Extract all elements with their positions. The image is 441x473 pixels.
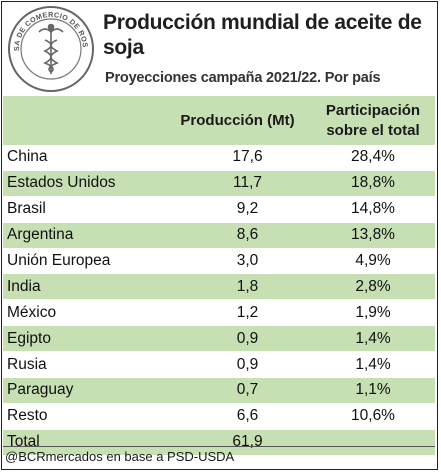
column-header-production: Producción (Mt) xyxy=(180,111,295,129)
caduceus-icon xyxy=(38,23,64,74)
country-cell: China xyxy=(3,145,164,171)
share-cell: 13,8% xyxy=(311,222,435,249)
country-cell: México xyxy=(3,299,164,327)
total-production: 61,9 xyxy=(164,428,311,456)
share-cell: 2,8% xyxy=(311,273,435,301)
country-cell: Egipto xyxy=(3,325,164,353)
share-cell: 1,4% xyxy=(311,351,435,379)
production-cell: 1,8 xyxy=(164,273,311,301)
table-row: México 1,2 1,9% xyxy=(3,299,435,327)
table-row: Unión Europea 3,0 4,9% xyxy=(3,248,435,275)
page-title: Producción mundial de aceite de soja xyxy=(103,11,422,59)
production-cell: 9,2 xyxy=(164,196,311,223)
share-cell: 18,8% xyxy=(311,170,435,197)
table-row: Argentina 8,6 13,8% xyxy=(3,222,435,249)
production-cell: 17,6 xyxy=(164,145,311,171)
country-cell: Paraguay xyxy=(3,377,164,404)
share-cell: 14,8% xyxy=(311,196,435,223)
table-row: Paraguay 0,7 1,1% xyxy=(3,377,435,404)
table-row: China 17,6 28,4% xyxy=(3,145,435,171)
country-cell: Rusia xyxy=(3,351,164,379)
table-row: Rusia 0,9 1,4% xyxy=(3,351,435,379)
table-row: Resto 6,6 10,6% xyxy=(3,403,435,430)
column-header-share: Participación sobre el total xyxy=(325,101,421,139)
production-cell: 1,2 xyxy=(164,299,311,327)
share-cell: 10,6% xyxy=(311,403,435,430)
production-cell: 0,9 xyxy=(164,325,311,353)
total-share xyxy=(311,428,435,456)
footer-divider xyxy=(3,446,435,447)
production-cell: 0,9 xyxy=(164,351,311,379)
total-label: Total xyxy=(3,428,164,456)
column-header-country xyxy=(3,96,164,145)
production-cell: 0,7 xyxy=(164,377,311,404)
share-cell: 4,9% xyxy=(311,248,435,275)
production-cell: 3,0 xyxy=(164,248,311,275)
production-cell: 6,6 xyxy=(164,403,311,430)
country-cell: Argentina xyxy=(3,222,164,249)
share-cell: 1,4% xyxy=(311,325,435,353)
table-row: Brasil 9,2 14,8% xyxy=(3,196,435,223)
production-table: Producción (Mt) Participación sobre el t… xyxy=(3,96,435,456)
total-row: Total 61,9 xyxy=(3,428,435,456)
share-cell: 1,1% xyxy=(311,377,435,404)
country-cell: India xyxy=(3,273,164,301)
country-cell: Brasil xyxy=(3,196,164,223)
country-cell: Resto xyxy=(3,403,164,430)
country-cell: Unión Europea xyxy=(3,248,164,275)
bcr-seal-logo: BOLSA DE COMERCIO DE ROSARIO xyxy=(6,4,94,92)
table-row: Estados Unidos 11,7 18,8% xyxy=(3,170,435,197)
production-cell: 8,6 xyxy=(164,222,311,249)
table-row: India 1,8 2,8% xyxy=(3,273,435,301)
table-header-row: Producción (Mt) Participación sobre el t… xyxy=(3,96,435,145)
production-cell: 11,7 xyxy=(164,170,311,197)
page-subtitle: Proyecciones campaña 2021/22. Por país xyxy=(105,70,381,86)
table-row: Egipto 0,9 1,4% xyxy=(3,325,435,353)
source-note: @BCRmercados en base a PSD-USDA xyxy=(5,449,235,464)
country-cell: Estados Unidos xyxy=(3,170,164,197)
share-cell: 1,9% xyxy=(311,299,435,327)
share-cell: 28,4% xyxy=(311,145,435,171)
